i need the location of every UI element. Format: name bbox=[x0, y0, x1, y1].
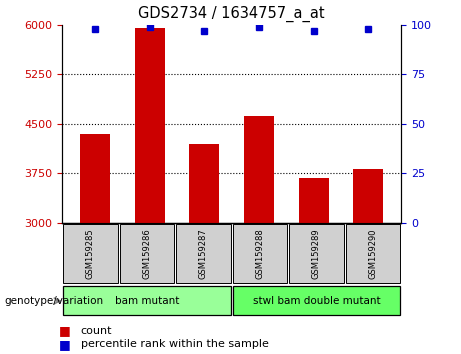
Text: GSM159285: GSM159285 bbox=[86, 229, 95, 279]
Bar bbox=[244, 116, 274, 223]
Bar bbox=[353, 169, 383, 223]
Bar bbox=[135, 28, 165, 223]
Text: stwl bam double mutant: stwl bam double mutant bbox=[253, 296, 380, 306]
Text: GSM159287: GSM159287 bbox=[199, 229, 208, 279]
Text: GSM159290: GSM159290 bbox=[368, 229, 378, 279]
Text: count: count bbox=[81, 326, 112, 336]
Text: genotype/variation: genotype/variation bbox=[5, 296, 104, 306]
Bar bbox=[189, 144, 219, 223]
Text: GSM159288: GSM159288 bbox=[255, 229, 265, 279]
Text: ■: ■ bbox=[59, 325, 71, 337]
Text: percentile rank within the sample: percentile rank within the sample bbox=[81, 339, 269, 349]
Bar bbox=[80, 134, 110, 223]
Bar bbox=[299, 178, 329, 223]
Text: bam mutant: bam mutant bbox=[115, 296, 179, 306]
Title: GDS2734 / 1634757_a_at: GDS2734 / 1634757_a_at bbox=[138, 6, 325, 22]
Text: ■: ■ bbox=[59, 338, 71, 350]
Text: GSM159286: GSM159286 bbox=[142, 229, 152, 279]
Text: GSM159289: GSM159289 bbox=[312, 229, 321, 279]
